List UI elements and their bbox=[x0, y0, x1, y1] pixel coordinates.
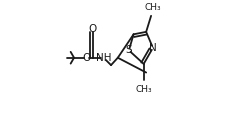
Text: S: S bbox=[126, 45, 132, 55]
Text: NH: NH bbox=[96, 53, 111, 63]
Text: O: O bbox=[88, 24, 97, 34]
Text: N: N bbox=[149, 43, 157, 53]
Text: O: O bbox=[82, 53, 90, 63]
Text: CH₃: CH₃ bbox=[135, 85, 152, 94]
Text: CH₃: CH₃ bbox=[144, 3, 161, 12]
